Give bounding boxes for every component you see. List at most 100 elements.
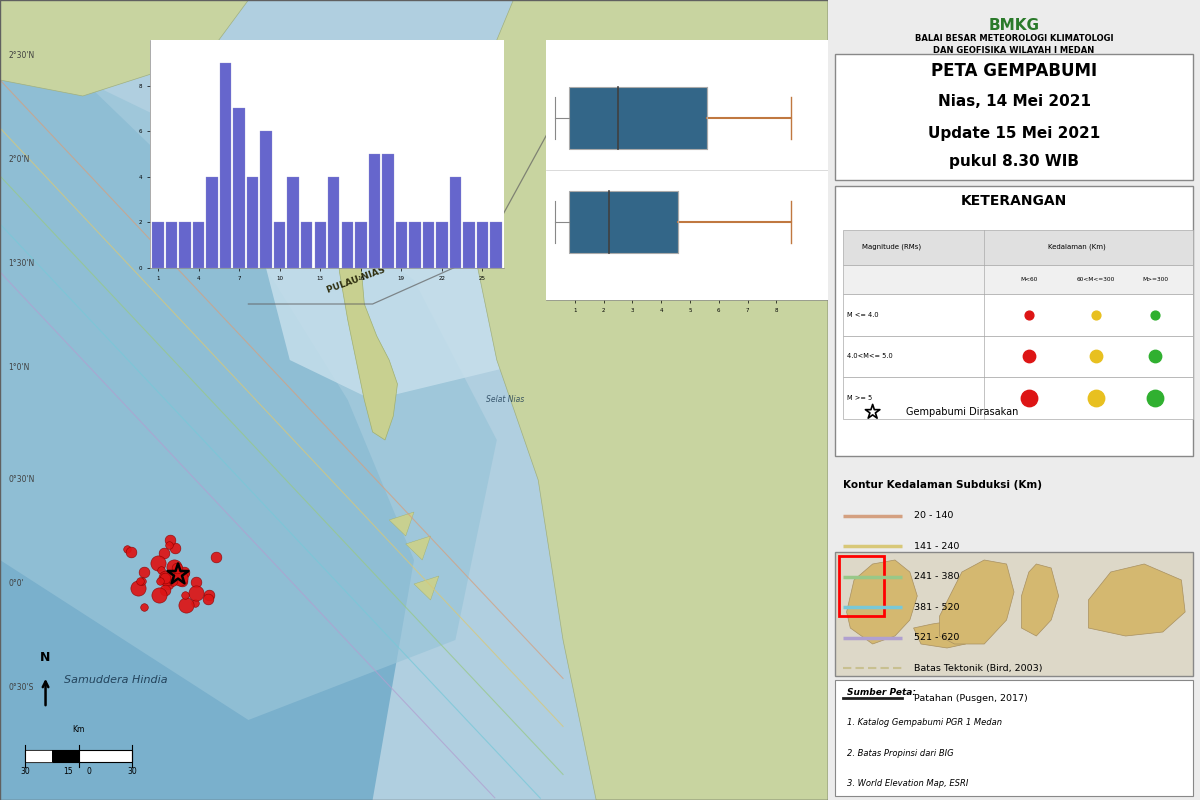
Bar	[835, 552, 1193, 676]
Bar	[52, 750, 79, 762]
Bar	[569, 87, 707, 149]
Point	[130, 574, 149, 587]
Point	[173, 575, 192, 588]
Text: M<60: M<60	[1020, 277, 1038, 282]
Bar	[179, 222, 191, 268]
Point	[134, 566, 154, 578]
Text: Patahan (Pusgen, 2017): Patahan (Pusgen, 2017)	[913, 694, 1027, 703]
Point	[1019, 309, 1038, 322]
Bar	[328, 177, 340, 268]
Text: 0: 0	[86, 766, 92, 776]
Text: DAN GEOFISIKA WILAYAH I MEDAN: DAN GEOFISIKA WILAYAH I MEDAN	[934, 46, 1094, 55]
Point	[161, 534, 180, 546]
Polygon shape	[0, 80, 497, 720]
Point	[164, 561, 184, 574]
Bar	[193, 222, 204, 268]
Bar	[247, 177, 258, 268]
Polygon shape	[1021, 564, 1058, 636]
Point	[170, 572, 190, 585]
Polygon shape	[380, 104, 397, 120]
Text: 0°30'S: 0°30'S	[8, 683, 34, 693]
Point	[1086, 309, 1105, 322]
Point	[1019, 392, 1038, 405]
Text: 2. Batas Propinsi dari BIG: 2. Batas Propinsi dari BIG	[847, 749, 953, 758]
Text: 30: 30	[127, 766, 137, 776]
Text: Update 15 Mei 2021: Update 15 Mei 2021	[928, 126, 1100, 141]
Point	[158, 578, 178, 590]
Bar	[842, 265, 1193, 294]
Bar	[835, 186, 1193, 456]
Point	[1146, 392, 1165, 405]
Polygon shape	[298, 88, 314, 104]
Text: Km: Km	[72, 725, 85, 734]
Bar	[463, 222, 475, 268]
Polygon shape	[913, 620, 970, 648]
Bar	[839, 556, 883, 616]
Bar	[342, 222, 353, 268]
Point	[149, 589, 168, 602]
Bar	[25, 750, 79, 762]
Text: 60<M<=300: 60<M<=300	[1076, 277, 1115, 282]
Point	[175, 589, 194, 602]
Point	[134, 600, 154, 613]
Text: 15: 15	[64, 766, 73, 776]
Point	[116, 542, 136, 555]
Polygon shape	[248, 40, 622, 400]
Text: 0°30'N: 0°30'N	[8, 475, 35, 485]
Bar	[835, 54, 1193, 180]
Text: Kedalaman (Km): Kedalaman (Km)	[1049, 244, 1106, 250]
Text: 141 - 240: 141 - 240	[913, 542, 959, 551]
Point	[121, 546, 140, 558]
Text: Batas Tektonik (Bird, 2003): Batas Tektonik (Bird, 2003)	[913, 663, 1042, 673]
Text: Gempabumi Dirasakan: Gempabumi Dirasakan	[906, 407, 1019, 417]
Point	[156, 571, 175, 584]
Polygon shape	[335, 144, 397, 440]
Bar	[436, 222, 448, 268]
Text: 4.0<M<= 5.0: 4.0<M<= 5.0	[847, 354, 893, 359]
Polygon shape	[414, 576, 439, 600]
Polygon shape	[282, 48, 314, 72]
Bar	[842, 294, 1193, 336]
Point	[164, 573, 184, 586]
Point	[185, 597, 204, 610]
Polygon shape	[847, 560, 917, 644]
Point	[160, 539, 179, 552]
Bar	[842, 336, 1193, 378]
Point	[150, 574, 169, 587]
Text: M >= 5: M >= 5	[847, 395, 872, 401]
Bar	[234, 108, 245, 268]
Text: pukul 8.30 WIB: pukul 8.30 WIB	[949, 154, 1079, 169]
Text: PULAU NIAS: PULAU NIAS	[325, 266, 386, 294]
Polygon shape	[0, 0, 414, 800]
Point	[156, 571, 175, 584]
Text: 2°30'N: 2°30'N	[8, 51, 35, 61]
Bar	[382, 154, 394, 268]
Bar	[842, 230, 1193, 265]
Text: 3. World Elevation Map, ESRI: 3. World Elevation Map, ESRI	[847, 779, 968, 788]
Bar	[260, 131, 272, 268]
Point	[1146, 350, 1165, 363]
Text: 1°30'N: 1°30'N	[8, 259, 35, 269]
Bar	[288, 177, 299, 268]
Point	[199, 589, 218, 602]
Bar	[396, 222, 407, 268]
Text: 20 - 140: 20 - 140	[913, 511, 953, 521]
Bar	[25, 750, 52, 762]
Bar	[166, 222, 178, 268]
Polygon shape	[463, 0, 828, 800]
Point	[155, 546, 174, 559]
Bar	[355, 222, 366, 268]
Point	[175, 568, 194, 581]
Text: BALAI BESAR METEOROLOGI KLIMATOLOGI: BALAI BESAR METEOROLOGI KLIMATOLOGI	[914, 34, 1114, 42]
Point	[156, 584, 175, 597]
Bar	[79, 750, 132, 762]
Point	[863, 406, 882, 418]
Text: Kontur Kedalaman Subduksi (Km): Kontur Kedalaman Subduksi (Km)	[842, 480, 1042, 490]
Point	[186, 586, 205, 599]
Text: 2°0'N: 2°0'N	[8, 155, 30, 165]
Text: M>=300: M>=300	[1142, 277, 1169, 282]
Polygon shape	[232, 88, 248, 104]
Bar	[409, 222, 420, 268]
Point	[1019, 350, 1038, 363]
Text: PETA GEMPABUMI: PETA GEMPABUMI	[931, 62, 1097, 79]
